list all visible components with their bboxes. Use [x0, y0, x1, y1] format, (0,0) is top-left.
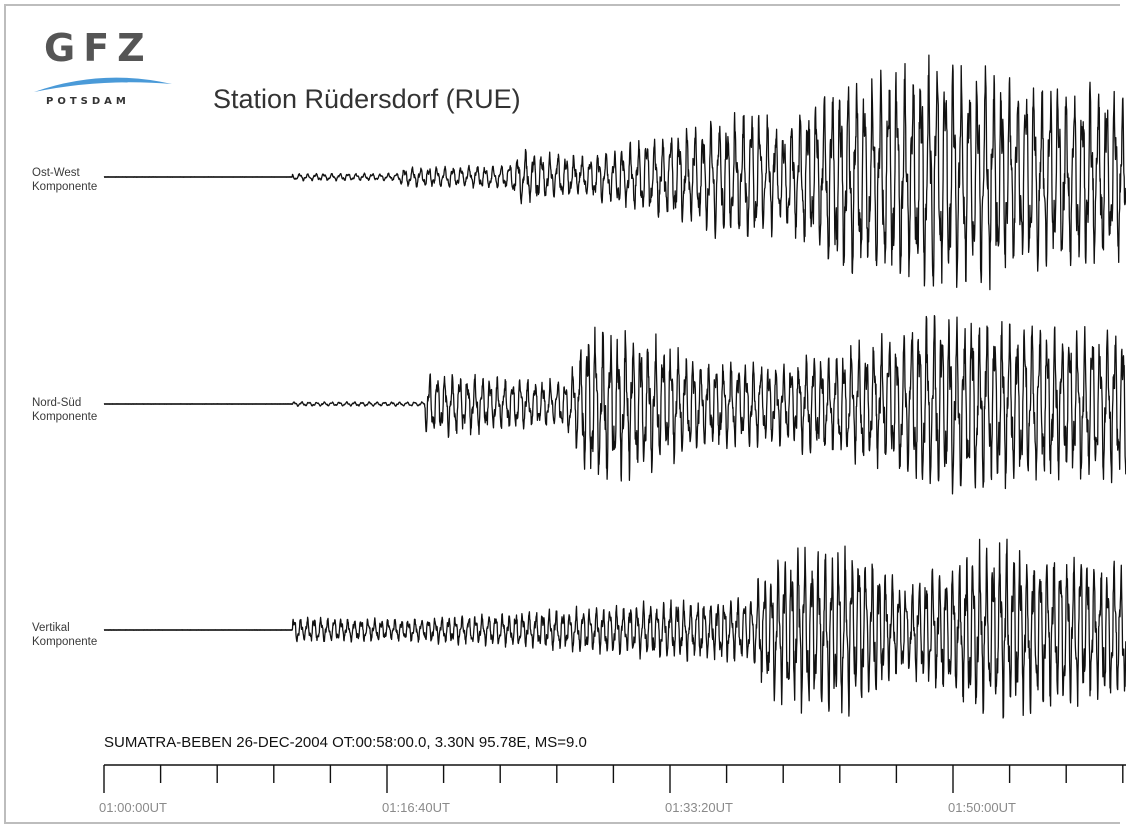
trace-label-line2: Komponente: [32, 411, 98, 423]
plot-frame: [4, 4, 1120, 824]
x-tick-label: 01:16:40UT: [382, 800, 450, 815]
event-info: SUMATRA-BEBEN 26-DEC-2004 OT:00:58:00.0,…: [104, 734, 587, 751]
x-tick-label: 01:50:00UT: [948, 800, 1016, 815]
trace-label-vertikal: Vertikal Komponente: [32, 621, 97, 649]
trace-label-line2: Komponente: [32, 636, 98, 648]
trace-label-ost-west: Ost-West Komponente: [32, 166, 97, 194]
trace-label-nord-sued: Nord-Süd Komponente: [32, 396, 97, 424]
x-tick-label: 01:33:20UT: [665, 800, 733, 815]
logo-subtitle: POTSDAM: [46, 96, 130, 107]
gfz-logo: GFZ POTSDAM: [32, 26, 177, 116]
chart-title: Station Rüdersdorf (RUE): [213, 84, 521, 114]
trace-label-line1: Vertikal: [32, 622, 70, 634]
logo-letters: GFZ: [44, 26, 153, 70]
trace-label-line1: Ost-West: [32, 167, 80, 179]
series-line-2: [103, 538, 1126, 719]
trace-label-line2: Komponente: [32, 181, 98, 193]
logo-swoosh: [34, 77, 172, 92]
series-line-0: [103, 54, 1126, 291]
x-tick-label: 01:00:00UT: [99, 800, 167, 815]
trace-label-line1: Nord-Süd: [32, 397, 82, 409]
